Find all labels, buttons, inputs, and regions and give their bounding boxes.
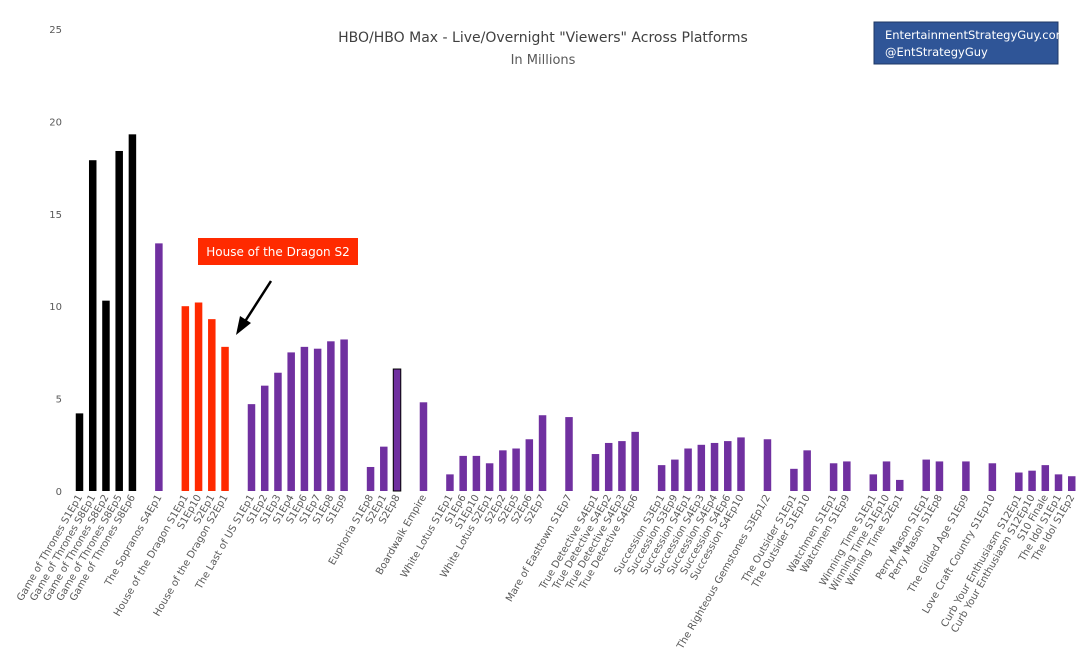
bar bbox=[525, 439, 534, 491]
y-tick-label: 15 bbox=[49, 210, 62, 221]
bar bbox=[512, 448, 520, 491]
bar bbox=[631, 431, 639, 491]
bar bbox=[392, 368, 402, 492]
bar bbox=[896, 479, 904, 491]
bar bbox=[88, 160, 97, 491]
bar bbox=[790, 468, 798, 491]
annotation-arrow-icon bbox=[242, 280, 273, 324]
bar bbox=[181, 306, 190, 491]
bar bbox=[1015, 472, 1023, 491]
bar bbox=[1041, 465, 1050, 491]
bar bbox=[962, 461, 970, 491]
bar bbox=[313, 348, 322, 491]
chart-title: HBO/HBO Max - Live/Overnight "Viewers" A… bbox=[338, 30, 748, 46]
bar bbox=[194, 302, 203, 491]
bar bbox=[459, 455, 467, 491]
bar bbox=[366, 466, 375, 491]
bar bbox=[869, 474, 878, 491]
bar bbox=[843, 461, 851, 491]
bar bbox=[155, 243, 163, 491]
bar bbox=[1028, 470, 1036, 491]
bar bbox=[274, 372, 282, 491]
bar bbox=[763, 439, 772, 491]
y-tick-label: 10 bbox=[49, 302, 62, 313]
annotation-arrowhead-icon bbox=[236, 316, 251, 335]
bar bbox=[803, 450, 811, 491]
brand-website: EntertainmentStrategyGuy.com bbox=[885, 28, 1067, 42]
annotation-box bbox=[198, 238, 358, 265]
bar bbox=[538, 415, 547, 491]
bar bbox=[565, 417, 573, 491]
bar bbox=[671, 459, 679, 491]
bar bbox=[684, 448, 692, 491]
bar bbox=[724, 441, 732, 491]
bar bbox=[657, 465, 666, 491]
y-tick-label: 20 bbox=[49, 117, 62, 128]
bar bbox=[327, 341, 335, 491]
bar bbox=[882, 461, 891, 491]
bar bbox=[1054, 474, 1063, 491]
bar bbox=[340, 339, 348, 491]
bar bbox=[115, 150, 123, 491]
bar bbox=[935, 461, 944, 491]
brand-box bbox=[873, 21, 1059, 65]
bar bbox=[485, 463, 494, 491]
bar bbox=[988, 463, 997, 491]
bar bbox=[260, 385, 269, 491]
brand-badge: EntertainmentStrategyGuy.com @EntStrateg… bbox=[873, 21, 1067, 65]
chart-subtitle: In Millions bbox=[511, 53, 576, 68]
bar bbox=[829, 463, 838, 491]
bar bbox=[221, 346, 229, 491]
bar bbox=[102, 300, 110, 491]
bar bbox=[737, 437, 745, 491]
bar bbox=[618, 441, 626, 491]
bars bbox=[75, 134, 1076, 492]
bar bbox=[287, 352, 295, 491]
brand-handle: @EntStrategyGuy bbox=[885, 45, 988, 59]
bar bbox=[446, 474, 454, 491]
y-tick-label: 25 bbox=[49, 25, 62, 36]
bar bbox=[710, 442, 719, 491]
x-tick-label: Curb Your Enthusiasm S12Ep10 bbox=[949, 493, 1037, 635]
bar bbox=[208, 319, 216, 491]
bar bbox=[472, 455, 481, 491]
y-axis: 0 5 10 15 20 25 bbox=[49, 25, 62, 498]
bar bbox=[697, 444, 706, 491]
annotation-label: House of the Dragon S2 bbox=[206, 245, 349, 259]
bar bbox=[922, 459, 930, 491]
bar bbox=[604, 442, 613, 491]
bar bbox=[419, 402, 428, 491]
bar bbox=[128, 134, 137, 491]
annotation: House of the Dragon S2 bbox=[198, 238, 358, 335]
y-tick-label: 0 bbox=[56, 487, 62, 498]
bar bbox=[591, 454, 600, 491]
bar bbox=[75, 413, 84, 491]
bar bbox=[300, 346, 309, 491]
bar bbox=[499, 450, 507, 491]
bar bbox=[380, 446, 388, 491]
bar bbox=[1068, 476, 1076, 491]
bar bbox=[247, 404, 256, 491]
y-tick-label: 5 bbox=[56, 395, 62, 406]
